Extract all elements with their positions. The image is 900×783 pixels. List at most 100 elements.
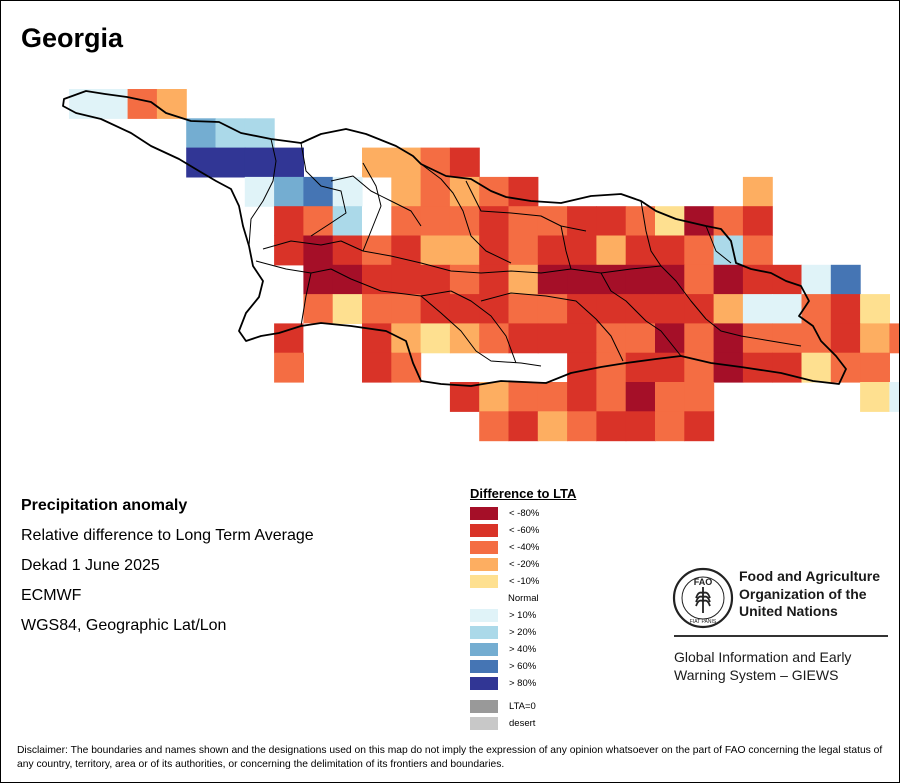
grid-cell	[332, 176, 363, 207]
grid-cell	[449, 147, 480, 178]
grid-cell	[391, 235, 422, 266]
grid-cell	[420, 176, 451, 207]
legend-item: Normal	[470, 590, 576, 607]
grid-cell	[332, 206, 363, 237]
legend-swatch	[470, 541, 498, 554]
legend-swatch	[470, 558, 498, 571]
country-outline	[62, 90, 847, 387]
grid-cell	[274, 206, 304, 237]
grid-cell	[479, 323, 510, 354]
logo-text: FAO	[694, 577, 713, 587]
grid-cell	[860, 382, 890, 412]
info-line: WGS84, Geographic Lat/Lon	[21, 617, 227, 634]
legend-item: > 20%	[470, 624, 576, 641]
grid-cell	[684, 411, 715, 442]
grid-cell	[684, 382, 715, 412]
grid-cell	[449, 264, 480, 295]
grid-cell	[420, 235, 451, 266]
legend-item: LTA=0	[470, 698, 576, 715]
grid-cell	[420, 323, 451, 354]
legend-label: < -10%	[509, 576, 540, 587]
grid-cell	[655, 323, 685, 354]
grid-cell	[596, 411, 627, 442]
internal-boundaries	[248, 138, 802, 367]
grid-cell	[713, 264, 744, 295]
divider	[674, 635, 888, 637]
grid-cell	[655, 206, 685, 237]
grid-cell	[332, 264, 363, 295]
grid-cell	[508, 264, 539, 295]
grid-cell	[596, 264, 627, 295]
grid-cell	[655, 235, 685, 266]
grid-cell	[186, 118, 217, 149]
grid-cell	[537, 235, 568, 266]
info-line: Dekad 1 June 2025	[21, 557, 160, 574]
grid-cell	[655, 264, 685, 295]
grid-cell	[362, 235, 392, 266]
grid-cell	[801, 264, 832, 295]
grid-cell	[625, 323, 656, 354]
grid-cell	[274, 176, 304, 207]
grid-cell	[303, 176, 334, 207]
legend-label: < -20%	[509, 559, 540, 570]
system-name: Global Information and Early Warning Sys…	[674, 649, 852, 683]
grid-cell	[479, 382, 510, 412]
grid-cell	[479, 264, 510, 295]
grid-cell	[860, 323, 890, 354]
grid-cell	[625, 294, 656, 324]
grid-cell	[362, 206, 392, 237]
fao-logo: FAO FIAT PANIS	[672, 567, 734, 629]
grid-cell	[596, 323, 627, 354]
grid-cell	[479, 235, 510, 266]
grid-cell	[655, 294, 685, 324]
grid-cell	[537, 323, 568, 354]
legend-swatch	[470, 575, 498, 588]
legend-swatch	[470, 609, 498, 622]
legend-swatch	[470, 626, 498, 639]
grid-cell	[508, 294, 539, 324]
grid-cell	[508, 382, 539, 412]
legend-label: > 80%	[509, 678, 537, 689]
grid-cell	[449, 294, 480, 324]
legend-label: > 40%	[509, 644, 537, 655]
grid-cell	[508, 176, 539, 207]
grid-cell	[274, 323, 304, 354]
grid-cell	[215, 147, 246, 178]
grid-cell	[742, 264, 773, 295]
grid-cell	[713, 323, 744, 354]
grid-cell	[772, 264, 803, 295]
map-canvas	[62, 89, 899, 442]
grid-cell	[449, 323, 480, 354]
grid-cell	[596, 382, 627, 412]
grid-cell	[303, 323, 334, 354]
grid-cell	[596, 206, 627, 237]
legend-item: > 80%	[470, 675, 576, 692]
grid-cell	[303, 235, 334, 266]
grid-cell	[274, 352, 304, 383]
grid-cell	[274, 147, 304, 178]
grid-cell	[713, 206, 744, 237]
legend-swatch	[470, 660, 498, 673]
grid-cell	[742, 294, 773, 324]
grid-cell	[567, 352, 597, 383]
grid-cell	[420, 147, 451, 178]
legend-item: < -20%	[470, 556, 576, 573]
legend-item: > 60%	[470, 658, 576, 675]
grid-cell	[801, 323, 832, 354]
grid-cell	[889, 382, 899, 412]
grid-cell	[684, 235, 715, 266]
grid-cell	[332, 294, 363, 324]
grid-cell	[567, 411, 597, 442]
grid-cell	[772, 352, 803, 383]
grid-cell	[860, 352, 890, 383]
grid-cell	[362, 294, 392, 324]
grid-cell	[362, 147, 392, 178]
grid-cell	[742, 176, 773, 207]
grid-cell	[537, 382, 568, 412]
legend-swatch	[470, 717, 498, 730]
legend-label: < -60%	[509, 525, 540, 536]
grid-cell	[391, 352, 422, 383]
info-line: Relative difference to Long Term Average	[21, 527, 314, 544]
grid-cell	[889, 323, 899, 354]
